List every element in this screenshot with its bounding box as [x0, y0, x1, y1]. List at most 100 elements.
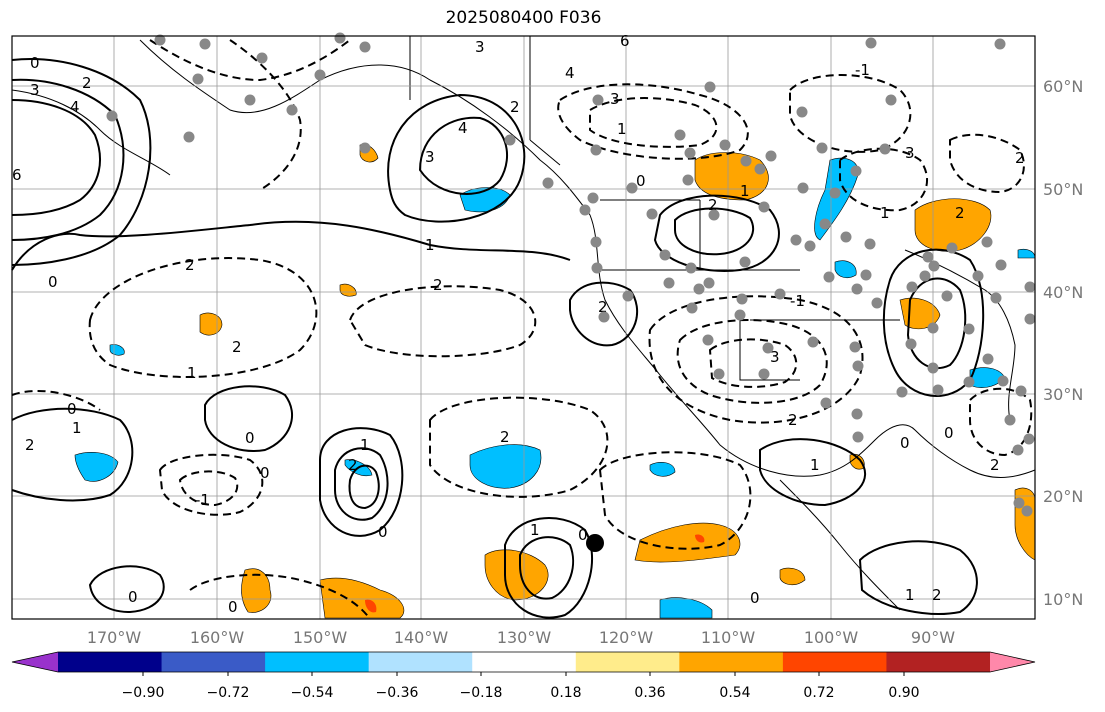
contour-labels: 0 3 2 4 6 0 3 4 3 2 1 2 2 2 1 0 1 2 0 0 … [12, 32, 1025, 616]
colorbar-segment [679, 652, 784, 672]
contour-label: 2 [1015, 149, 1025, 167]
lat-label: 30°N [1043, 385, 1083, 404]
colorbar-segment [886, 652, 991, 672]
colorbar-extend-min [12, 652, 58, 672]
contour-label: 2 [598, 298, 608, 316]
contour-label: 1 [740, 182, 750, 200]
contour-label: 0 [228, 598, 238, 616]
contour-label: 3 [770, 348, 780, 366]
contour-label: 0 [900, 434, 910, 452]
contour-label: 2 [788, 411, 798, 429]
colorbar-outline [11, 651, 1036, 673]
lon-label: 110°W [701, 628, 756, 647]
storm-center-marker [586, 534, 604, 552]
latitude-labels: 60°N 50°N 40°N 30°N 20°N 10°N [1043, 77, 1083, 609]
lat-label: 10°N [1043, 590, 1083, 609]
negative-contours [11, 39, 1033, 620]
contour-label: 3 [905, 144, 915, 162]
contour-label: 0 [636, 172, 646, 190]
contour-label: 1 [360, 436, 370, 454]
contour-label: 0 [67, 400, 77, 418]
longitude-labels: 170°W 160°W 150°W 140°W 130°W 120°W 110°… [87, 628, 955, 647]
colorbar-tick-label: −0.90 [122, 685, 165, 701]
lat-label: 20°N [1043, 487, 1083, 506]
map-frame [11, 35, 1036, 620]
map-title: 2025080400 F036 [445, 8, 602, 28]
contour-label: 1 [905, 586, 915, 604]
contour-label: 2 [433, 276, 443, 294]
contour-label: -1 [790, 292, 805, 310]
contour-label: 0 [378, 523, 388, 541]
colorbar-segment [575, 652, 680, 672]
contour-label: 2 [82, 74, 92, 92]
contour-label: 2 [25, 436, 35, 454]
contour-label: 3 [610, 90, 620, 108]
lon-label: 130°W [497, 628, 552, 647]
colorbar-tick-labels: −0.90 −0.72 −0.54 −0.36 −0.18 0.18 0.36 … [122, 685, 920, 701]
lon-label: 100°W [804, 628, 859, 647]
contour-label: 0 [245, 429, 255, 447]
contour-label: 1 [425, 236, 435, 254]
contour-label: 6 [620, 32, 630, 50]
contour-label: 3 [425, 148, 435, 166]
contour-label: 0 [30, 54, 40, 72]
contour-label: 1 [617, 120, 627, 138]
contour-label: 0 [48, 273, 58, 291]
contour-label: -1 [195, 491, 210, 509]
shaded-anomalies [74, 144, 1036, 619]
station-markers [106, 32, 1036, 517]
contour-label: 0 [944, 424, 954, 442]
contour-label: 2 [510, 98, 520, 116]
colorbar-segment [782, 652, 887, 672]
contour-label: 1 [72, 419, 82, 437]
contour-label: 2 [955, 204, 965, 222]
contour-label: -1 [855, 61, 870, 79]
positive-contours [11, 58, 985, 619]
contour-label: 4 [565, 64, 575, 82]
contour-label: 4 [70, 98, 80, 116]
colorbar-segment [368, 652, 473, 672]
colorbar-tick-label: 0.36 [634, 685, 665, 701]
map-background [12, 36, 1035, 619]
contour-label: 0 [578, 526, 588, 544]
contour-label: 1 [810, 456, 820, 474]
lat-label: 60°N [1043, 77, 1083, 96]
lat-label: 40°N [1043, 283, 1083, 302]
contour-label: 1 [187, 364, 197, 382]
contour-label: 3 [30, 81, 40, 99]
contour-label: 3 [475, 38, 485, 56]
colorbar-tick-label: −0.72 [207, 685, 250, 701]
lat-label: 50°N [1043, 180, 1083, 199]
lon-label: 140°W [394, 628, 449, 647]
colorbar-tick-label: 0.54 [719, 685, 750, 701]
lon-label: 90°W [911, 628, 955, 647]
contour-label: 4 [458, 119, 468, 137]
contour-label: 2 [185, 256, 195, 274]
contour-label: 2 [232, 338, 242, 356]
colorbar-segment [161, 652, 266, 672]
lon-label: 160°W [190, 628, 245, 647]
contour-label: 2 [932, 586, 942, 604]
colorbar-tick-label: −0.36 [376, 685, 419, 701]
graticule [12, 36, 1035, 619]
lon-label: 120°W [599, 628, 654, 647]
colorbar [11, 651, 1036, 676]
colorbar-segment [265, 652, 370, 672]
contour-label: 2 [708, 196, 718, 214]
contour-label: 2 [500, 428, 510, 446]
contour-label: 6 [12, 166, 22, 184]
contour-label: 0 [128, 588, 138, 606]
contour-label: 0 [260, 464, 270, 482]
lon-label: 170°W [87, 628, 142, 647]
colorbar-segment [472, 652, 577, 672]
lon-label: 150°W [293, 628, 348, 647]
colorbar-extend-max [990, 652, 1035, 672]
colorbar-tick-label: −0.18 [460, 685, 503, 701]
colorbar-tick-label: 0.18 [550, 685, 581, 701]
colorbar-tick-label: −0.54 [291, 685, 334, 701]
colorbar-tick-label: 0.90 [888, 685, 919, 701]
contour-label: 0 [750, 589, 760, 607]
contour-label: 2 [990, 456, 1000, 474]
contour-label: 2 [348, 456, 358, 474]
